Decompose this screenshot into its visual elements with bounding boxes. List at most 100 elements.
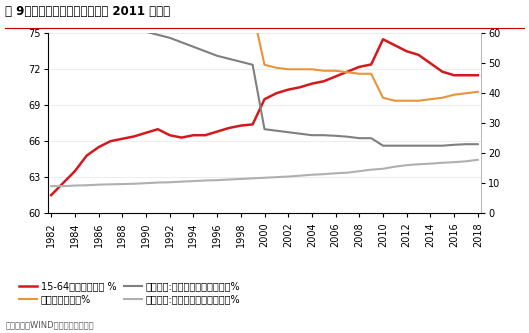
15-64岁人口数占比 % <box>332 75 339 79</box>
总抚养比:老年人口抚养比（右）% <box>214 178 220 182</box>
总抚养比（右）% <box>214 4 220 8</box>
总抚养比:老年人口抚养比（右）% <box>356 169 362 173</box>
15-64岁人口数占比 % <box>190 133 197 137</box>
总抚养比:少年儿童抚养比（右）% <box>167 36 173 40</box>
总抚养比:老年人口抚养比（右）% <box>321 172 327 176</box>
总抚养比:老年人口抚养比（右）% <box>463 159 469 163</box>
总抚养比:少年儿童抚养比（右）% <box>119 27 125 31</box>
总抚养比（右）% <box>131 0 138 3</box>
15-64岁人口数占比 % <box>202 133 208 137</box>
总抚养比（右）% <box>238 7 244 11</box>
总抚养比（右）% <box>261 63 268 67</box>
总抚养比:老年人口抚养比（右）% <box>439 161 445 165</box>
总抚养比:少年儿童抚养比（右）% <box>250 63 256 67</box>
Line: 15-64岁人口数占比 %: 15-64岁人口数占比 % <box>51 39 478 195</box>
总抚养比（右）% <box>95 0 102 2</box>
总抚养比（右）% <box>226 5 232 9</box>
总抚养比:老年人口抚养比（右）% <box>273 175 279 179</box>
总抚养比:少年儿童抚养比（右）% <box>297 132 303 136</box>
总抚养比:老年人口抚养比（右）% <box>84 183 90 187</box>
总抚养比:少年儿童抚养比（右）% <box>380 144 386 148</box>
15-64岁人口数占比 % <box>178 136 185 140</box>
总抚养比（右）% <box>143 0 149 4</box>
15-64岁人口数占比 % <box>167 133 173 137</box>
总抚养比:老年人口抚养比（右）% <box>72 183 78 187</box>
总抚养比（右）% <box>119 0 125 2</box>
总抚养比:老年人口抚养比（右）% <box>131 182 138 186</box>
15-64岁人口数占比 % <box>475 73 481 77</box>
总抚养比:少年儿童抚养比（右）% <box>273 129 279 133</box>
总抚养比:老年人口抚养比（右）% <box>250 176 256 180</box>
总抚养比:老年人口抚养比（右）% <box>415 162 422 166</box>
15-64岁人口数占比 % <box>451 73 457 77</box>
Legend: 15-64岁人口数占比 %, 总抚养比（右）%, 总抚养比:少年儿童抚养比（右）%, 总抚养比:老年人口抚养比（右）%: 15-64岁人口数占比 %, 总抚养比（右）%, 总抚养比:少年儿童抚养比（右）… <box>15 277 244 308</box>
总抚养比:少年儿童抚养比（右）% <box>427 144 434 148</box>
15-64岁人口数占比 % <box>273 91 279 95</box>
15-64岁人口数占比 % <box>48 193 54 197</box>
Line: 总抚养比（右）%: 总抚养比（右）% <box>51 0 478 101</box>
15-64岁人口数占比 % <box>250 123 256 127</box>
15-64岁人口数占比 % <box>321 79 327 83</box>
总抚养比:少年儿童抚养比（右）% <box>190 45 197 49</box>
总抚养比（右）% <box>404 99 410 103</box>
Text: 资料来源：WIND，天风证券研究所: 资料来源：WIND，天风证券研究所 <box>5 321 94 330</box>
15-64岁人口数占比 % <box>404 49 410 53</box>
总抚养比:老年人口抚养比（右）% <box>202 178 208 182</box>
15-64岁人口数占比 % <box>439 70 445 74</box>
总抚养比:老年人口抚养比（右）% <box>178 180 185 184</box>
总抚养比（右）% <box>178 2 185 6</box>
总抚养比:少年儿童抚养比（右）% <box>178 40 185 44</box>
15-64岁人口数占比 % <box>427 61 434 65</box>
Line: 总抚养比:老年人口抚养比（右）%: 总抚养比:老年人口抚养比（右）% <box>51 160 478 186</box>
总抚养比:少年儿童抚养比（右）% <box>404 144 410 148</box>
Text: 图 9：中国人口红利拐点出现在 2011 年前后: 图 9：中国人口红利拐点出现在 2011 年前后 <box>5 5 170 18</box>
总抚养比:少年儿童抚养比（右）% <box>154 33 161 37</box>
总抚养比:老年人口抚养比（右）% <box>154 180 161 184</box>
总抚养比:老年人口抚养比（右）% <box>368 168 375 172</box>
总抚养比（右）% <box>285 67 291 71</box>
总抚养比:老年人口抚养比（右）% <box>475 158 481 162</box>
15-64岁人口数占比 % <box>261 97 268 101</box>
15-64岁人口数占比 % <box>238 124 244 128</box>
15-64岁人口数占比 % <box>131 135 138 139</box>
15-64岁人口数占比 % <box>380 37 386 41</box>
总抚养比:老年人口抚养比（右）% <box>332 171 339 175</box>
15-64岁人口数占比 % <box>285 88 291 92</box>
总抚养比（右）% <box>344 70 351 74</box>
总抚养比:少年儿童抚养比（右）% <box>214 54 220 58</box>
15-64岁人口数占比 % <box>391 43 398 47</box>
15-64岁人口数占比 % <box>226 126 232 130</box>
15-64岁人口数占比 % <box>72 169 78 173</box>
总抚养比（右）% <box>368 72 375 76</box>
总抚养比:少年儿童抚养比（右）% <box>451 143 457 147</box>
总抚养比:老年人口抚养比（右）% <box>119 182 125 186</box>
总抚养比:少年儿童抚养比（右）% <box>415 144 422 148</box>
15-64岁人口数占比 % <box>107 139 114 143</box>
总抚养比:老年人口抚养比（右）% <box>48 184 54 188</box>
总抚养比:老年人口抚养比（右）% <box>391 165 398 169</box>
总抚养比:老年人口抚养比（右）% <box>404 163 410 167</box>
总抚养比:少年儿童抚养比（右）% <box>463 142 469 146</box>
总抚养比:少年儿童抚养比（右）% <box>60 0 66 4</box>
总抚养比:少年儿童抚养比（右）% <box>391 144 398 148</box>
总抚养比:少年儿童抚养比（右）% <box>107 24 114 28</box>
总抚养比:老年人口抚养比（右）% <box>427 162 434 166</box>
15-64岁人口数占比 % <box>84 154 90 158</box>
15-64岁人口数占比 % <box>154 127 161 131</box>
总抚养比:少年儿童抚养比（右）% <box>309 133 315 137</box>
总抚养比:老年人口抚养比（右）% <box>344 170 351 174</box>
总抚养比:老年人口抚养比（右）% <box>60 184 66 188</box>
总抚养比:老年人口抚养比（右）% <box>451 160 457 164</box>
总抚养比:老年人口抚养比（右）% <box>143 181 149 185</box>
15-64岁人口数占比 % <box>214 130 220 134</box>
15-64岁人口数占比 % <box>143 131 149 135</box>
总抚养比（右）% <box>154 0 161 4</box>
总抚养比:少年儿童抚养比（右）% <box>72 6 78 10</box>
Line: 总抚养比:少年儿童抚养比（右）%: 总抚养比:少年儿童抚养比（右）% <box>51 0 478 146</box>
总抚养比（右）% <box>273 66 279 70</box>
总抚养比:少年儿童抚养比（右）% <box>131 28 138 32</box>
总抚养比（右）% <box>321 69 327 73</box>
总抚养比:老年人口抚养比（右）% <box>107 182 114 186</box>
总抚养比:老年人口抚养比（右）% <box>190 179 197 183</box>
总抚养比（右）% <box>84 0 90 1</box>
